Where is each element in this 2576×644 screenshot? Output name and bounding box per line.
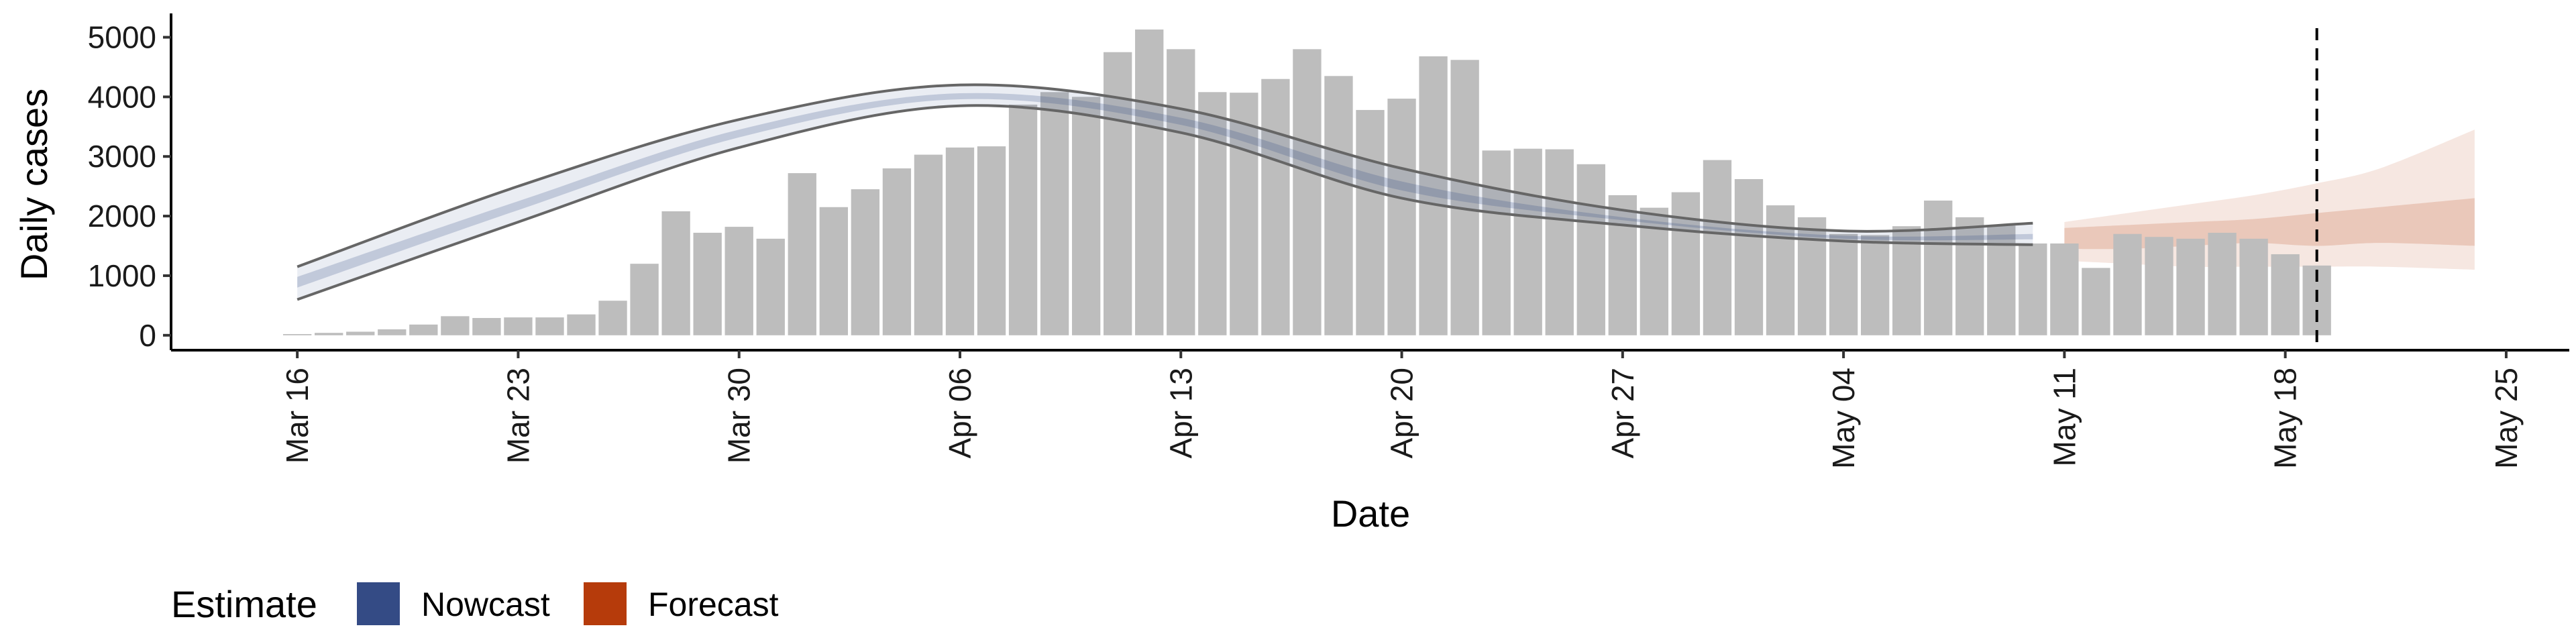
daily-case-bar <box>2271 254 2300 335</box>
x-tick-label: May 11 <box>2047 368 2082 466</box>
daily-case-bar <box>2019 243 2047 335</box>
daily-case-bar <box>1829 233 1858 335</box>
daily-case-bar <box>1797 217 1827 335</box>
daily-case-bar <box>1356 109 1385 335</box>
x-axis-title: Date <box>1331 492 1410 535</box>
legend-label-nowcast: Nowcast <box>421 586 550 623</box>
daily-case-bar <box>1387 99 1416 335</box>
daily-case-bar <box>724 227 753 335</box>
daily-case-bar <box>535 317 564 335</box>
bars-layer <box>282 29 2331 335</box>
daily-case-bar <box>819 207 848 335</box>
nowcast-band-90 <box>297 85 2033 300</box>
daily-case-bar <box>598 301 627 335</box>
x-tick-label: Apr 20 <box>1385 368 1419 459</box>
daily-case-bar <box>1450 60 1479 335</box>
y-tick-label: 1000 <box>88 258 156 293</box>
daily-case-bar <box>315 333 343 335</box>
daily-case-bar <box>1135 29 1164 335</box>
daily-case-bar <box>661 211 690 335</box>
daily-case-bar <box>1104 52 1132 335</box>
daily-case-bar <box>1198 92 1227 335</box>
y-tick-label: 5000 <box>88 20 156 55</box>
daily-case-bar <box>2050 243 2079 335</box>
y-tick-label: 2000 <box>88 199 156 233</box>
x-tick-label: Apr 13 <box>1163 368 1198 459</box>
y-tick-label: 3000 <box>88 139 156 174</box>
daily-case-bar <box>1703 160 1732 335</box>
legend-label-forecast: Forecast <box>648 586 779 623</box>
daily-case-bar <box>788 173 816 335</box>
daily-case-bar <box>914 154 943 335</box>
daily-case-bar <box>2176 238 2205 335</box>
daily-case-bar <box>1924 200 1953 335</box>
daily-case-bar <box>977 146 1006 335</box>
daily-case-bar <box>1734 179 1764 335</box>
daily-case-bar <box>851 189 880 335</box>
daily-case-bar <box>1671 192 1701 335</box>
daily-case-bar <box>441 316 470 335</box>
daily-case-bar <box>378 329 407 335</box>
x-tick-label: Apr 27 <box>1605 368 1640 459</box>
nowcast-lower-line <box>297 104 2033 301</box>
nowcast-band-layer <box>297 83 2033 301</box>
legend-swatch-nowcast <box>357 582 400 625</box>
y-tick-label: 4000 <box>88 79 156 114</box>
daily-case-bar <box>945 147 975 335</box>
daily-case-bar <box>2082 268 2110 335</box>
legend: Estimate Nowcast Forecast <box>171 582 779 625</box>
daily-case-bar <box>2145 237 2174 335</box>
daily-case-bar <box>1545 149 1574 335</box>
daily-case-bar <box>756 238 785 335</box>
daily-case-bar <box>1608 195 1637 335</box>
daily-case-bar <box>346 331 375 335</box>
nowcast-upper-line <box>297 83 2033 268</box>
daily-case-bar <box>1040 92 1069 335</box>
daily-case-bar <box>2239 238 2268 335</box>
daily-case-bar <box>1230 93 1258 335</box>
x-tick-label: Mar 23 <box>500 368 535 464</box>
x-tick-label: May 18 <box>2268 368 2303 469</box>
axes: 0 1000 2000 3000 4000 5000 Mar 16 Mar 23 Mar 30 A… <box>88 13 2569 469</box>
daily-case-bar <box>472 318 501 335</box>
daily-case-bar <box>1766 205 1795 335</box>
forecast-band-50 <box>2064 198 2475 250</box>
daily-case-bar <box>1513 148 1542 335</box>
legend-title: Estimate <box>171 583 317 625</box>
daily-case-bar <box>882 168 912 335</box>
daily-case-bar <box>409 324 438 335</box>
legend-swatch-forecast <box>584 582 627 625</box>
daily-case-bar <box>567 314 596 335</box>
daily-case-bar <box>2208 232 2237 335</box>
y-tick-label: 0 <box>139 318 156 353</box>
daily-case-bar <box>1008 104 1038 335</box>
x-tick-label: Mar 16 <box>280 368 315 464</box>
daily-case-bar <box>504 317 533 335</box>
daily-case-bar <box>1576 164 1605 335</box>
daily-case-bar <box>1293 49 1322 335</box>
daily-case-bar <box>630 264 659 335</box>
daily-case-bar <box>693 232 722 335</box>
daily-case-bar <box>1167 49 1195 335</box>
daily-case-bar <box>1860 235 1890 335</box>
forecast-band-layer <box>2064 129 2475 270</box>
daily-case-bar <box>2113 233 2142 335</box>
forecast-band-90 <box>2064 129 2475 270</box>
daily-case-bar <box>1419 56 1448 335</box>
daily-case-bar <box>1071 97 1101 335</box>
x-tick-label: May 04 <box>1826 368 1861 469</box>
x-tick-label: Apr 06 <box>943 368 977 459</box>
daily-case-bar <box>282 334 312 335</box>
daily-case-bar <box>1324 76 1353 335</box>
x-tick-label: May 25 <box>2489 368 2524 469</box>
daily-case-bar <box>1955 217 1984 335</box>
y-axis-title: Daily cases <box>13 89 55 280</box>
x-tick-label: Mar 30 <box>722 368 757 464</box>
daily-case-bar <box>1482 150 1511 335</box>
daily-case-bar <box>1261 78 1290 335</box>
